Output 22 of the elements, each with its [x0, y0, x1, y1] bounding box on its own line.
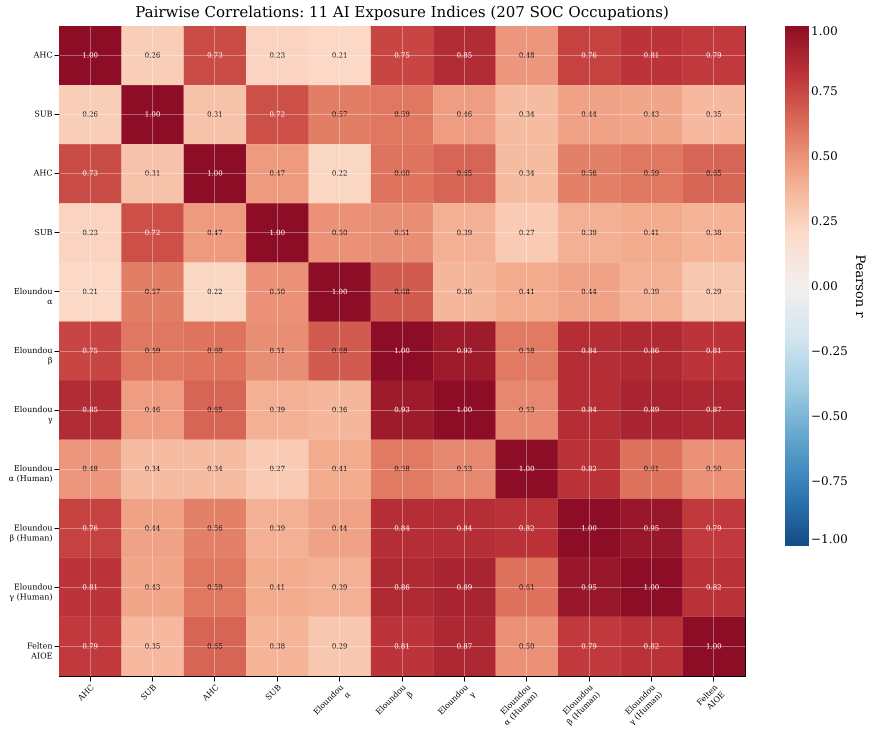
color-bar-label: 0.75 [811, 84, 838, 98]
y-tick-label: SUB [34, 228, 53, 237]
chart-title: Pairwise Correlations: 11 AI Exposure Indices (207 SOC Occupations) [135, 3, 669, 21]
color-bar-label: 1.00 [811, 24, 838, 38]
color-bar-label: −0.75 [811, 474, 848, 488]
y-tick-label: Eloundou γ [14, 405, 53, 424]
color-bar-label: 0.25 [811, 214, 838, 228]
y-tick-label: Felten AIOE [26, 641, 53, 660]
y-tick-label: Eloundou β (Human) [9, 523, 52, 542]
color-bar-label: 0.00 [811, 279, 838, 293]
y-tick-label: Eloundou α (Human) [8, 464, 52, 484]
y-tick-label: Eloundou β [14, 346, 53, 365]
color-bar-label: 0.50 [811, 149, 838, 163]
color-bar-label: −0.25 [811, 344, 848, 358]
color-bar-label: −0.50 [811, 409, 848, 423]
y-tick-label: AHC [32, 168, 52, 178]
y-tick-label: SUB [34, 110, 53, 119]
color-bar-label: −1.00 [811, 532, 848, 546]
y-tick-label: Eloundou α [14, 286, 54, 306]
color-bar-title: Pearson r [852, 254, 867, 318]
y-tick-label: AHC [32, 50, 52, 60]
y-tick-label: Eloundou γ (Human) [9, 582, 52, 602]
